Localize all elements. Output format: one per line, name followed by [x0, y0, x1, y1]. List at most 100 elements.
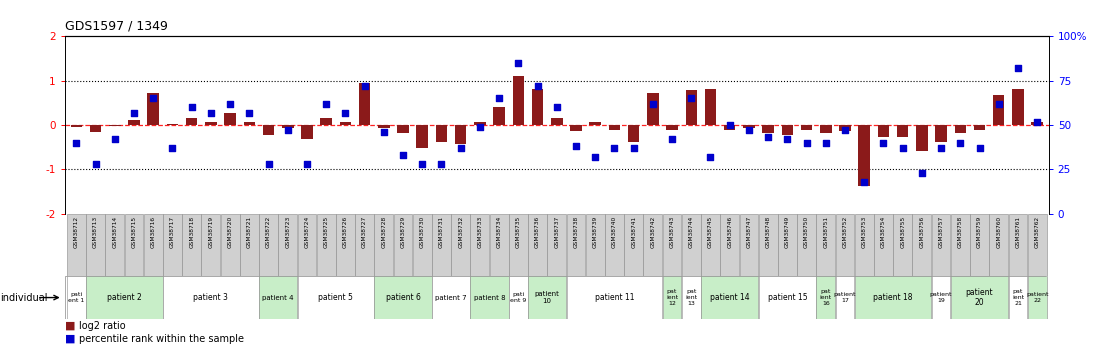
- Text: GSM38723: GSM38723: [285, 216, 291, 248]
- Text: GSM38715: GSM38715: [132, 216, 136, 248]
- Bar: [720, 214, 739, 276]
- Text: patient 6: patient 6: [386, 293, 420, 302]
- Point: [125, 110, 143, 115]
- Text: GSM38716: GSM38716: [151, 216, 155, 248]
- Bar: [682, 276, 701, 319]
- Text: pati
ent 9: pati ent 9: [510, 292, 527, 303]
- Text: GSM38742: GSM38742: [651, 216, 655, 248]
- Text: GSM38719: GSM38719: [208, 216, 214, 248]
- Bar: [105, 214, 124, 276]
- Text: patient 3: patient 3: [193, 293, 228, 302]
- Bar: [1027, 214, 1046, 276]
- Text: GSM38761: GSM38761: [1015, 216, 1021, 248]
- Text: GSM38759: GSM38759: [977, 216, 982, 248]
- Point: [394, 152, 411, 158]
- Point: [855, 179, 873, 185]
- Point: [471, 124, 489, 130]
- Bar: [778, 214, 797, 276]
- Point: [490, 96, 508, 101]
- Bar: [704, 89, 717, 125]
- Point: [163, 145, 181, 151]
- Point: [989, 101, 1007, 107]
- Point: [682, 96, 700, 101]
- Bar: [432, 214, 451, 276]
- Point: [452, 145, 470, 151]
- Point: [778, 137, 796, 142]
- Bar: [819, 125, 832, 133]
- Text: GSM38762: GSM38762: [1034, 216, 1040, 248]
- Point: [1029, 119, 1046, 124]
- Text: individual: individual: [0, 293, 47, 303]
- Bar: [359, 83, 370, 125]
- Bar: [129, 120, 140, 125]
- Bar: [762, 125, 774, 133]
- Text: log2 ratio: log2 ratio: [79, 321, 126, 331]
- Bar: [816, 214, 835, 276]
- Bar: [512, 76, 524, 125]
- Point: [106, 137, 124, 142]
- Text: GSM38750: GSM38750: [804, 216, 809, 248]
- Bar: [452, 214, 470, 276]
- Bar: [89, 125, 102, 132]
- Bar: [912, 214, 931, 276]
- Point: [951, 140, 969, 146]
- Bar: [509, 214, 528, 276]
- Text: patient 14: patient 14: [710, 293, 749, 302]
- Point: [932, 145, 950, 151]
- Point: [144, 96, 162, 101]
- Text: GSM38757: GSM38757: [939, 216, 944, 248]
- Text: GSM38720: GSM38720: [228, 216, 233, 248]
- Text: patient 11: patient 11: [595, 293, 634, 302]
- Text: GSM38748: GSM38748: [766, 216, 770, 248]
- Bar: [724, 125, 736, 130]
- Bar: [624, 214, 643, 276]
- Bar: [931, 214, 950, 276]
- Bar: [110, 125, 121, 126]
- Point: [606, 145, 624, 151]
- Point: [893, 145, 911, 151]
- Bar: [316, 214, 335, 276]
- Text: GSM38749: GSM38749: [785, 216, 789, 248]
- Text: GSM38741: GSM38741: [632, 216, 636, 248]
- Bar: [570, 125, 581, 131]
- Bar: [225, 112, 236, 125]
- Point: [414, 161, 432, 167]
- Bar: [586, 214, 605, 276]
- Bar: [432, 276, 470, 319]
- Point: [874, 140, 892, 146]
- Text: patient 15: patient 15: [768, 293, 807, 302]
- Point: [529, 83, 547, 89]
- Point: [240, 110, 258, 115]
- Bar: [974, 125, 985, 130]
- Text: patient
19: patient 19: [930, 292, 953, 303]
- Bar: [220, 214, 239, 276]
- Bar: [874, 214, 893, 276]
- Bar: [701, 276, 758, 319]
- Bar: [532, 89, 543, 125]
- Bar: [282, 125, 294, 128]
- Text: GSM38732: GSM38732: [458, 216, 463, 248]
- Text: GSM38740: GSM38740: [612, 216, 617, 248]
- Text: GSM38744: GSM38744: [689, 216, 694, 248]
- Bar: [797, 214, 816, 276]
- Bar: [663, 276, 682, 319]
- Bar: [567, 214, 586, 276]
- Point: [817, 140, 835, 146]
- Text: patient 2: patient 2: [107, 293, 142, 302]
- Bar: [471, 276, 509, 319]
- Text: patient 18: patient 18: [873, 293, 912, 302]
- Point: [548, 105, 566, 110]
- Bar: [840, 125, 851, 131]
- Point: [87, 161, 105, 167]
- Text: GSM38747: GSM38747: [747, 216, 751, 248]
- Text: GSM38753: GSM38753: [862, 216, 866, 248]
- Bar: [297, 276, 375, 319]
- Point: [221, 101, 239, 107]
- Text: pati
ent 1: pati ent 1: [68, 292, 85, 303]
- Text: GSM38735: GSM38735: [515, 216, 521, 248]
- Bar: [701, 214, 720, 276]
- Bar: [394, 214, 413, 276]
- Point: [318, 101, 335, 107]
- Point: [759, 135, 777, 140]
- Bar: [955, 125, 966, 133]
